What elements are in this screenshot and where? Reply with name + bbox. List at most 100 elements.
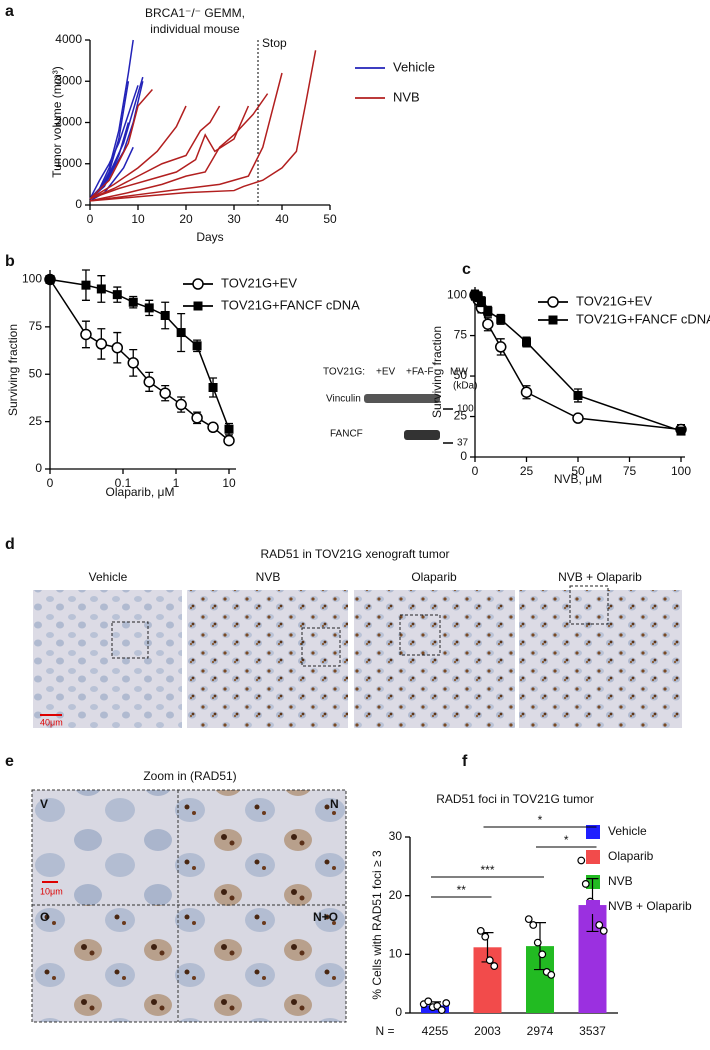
- data-point: [595, 921, 604, 929]
- blot-label: 37: [457, 438, 469, 449]
- marker: [160, 310, 170, 320]
- marker: [81, 280, 91, 290]
- panel-label: d: [5, 536, 15, 553]
- marker: [192, 278, 204, 290]
- quadrant-label: V: [40, 797, 48, 811]
- n-label: 2003: [474, 1024, 501, 1038]
- chart-title: individual mouse: [150, 22, 240, 36]
- legend-label: TOV21G+FANCF cDNA: [576, 311, 710, 326]
- tumor-curve: [89, 72, 283, 202]
- y-tick-label: 10: [389, 947, 403, 961]
- y-tick-label: 75: [29, 319, 43, 333]
- data-point: [485, 956, 494, 965]
- data-point: [490, 962, 499, 970]
- tumor-curve: [89, 50, 317, 202]
- marker: [45, 274, 55, 284]
- y-tick-label: 4000: [55, 32, 82, 46]
- blot-label: Vinculin: [326, 394, 361, 405]
- data-point: [424, 997, 433, 1006]
- tumor-curve: [89, 105, 221, 200]
- legend-label: TOV21G+EV: [221, 275, 297, 290]
- data-point: [442, 999, 451, 1007]
- y-axis-label: % Cells with RAD51 foci ≥ 3: [370, 850, 384, 1000]
- x-tick-label: 10: [222, 476, 236, 490]
- x-tick-label: 50: [571, 464, 585, 478]
- marker: [144, 303, 154, 313]
- micrograph: [187, 590, 348, 728]
- marker: [176, 328, 186, 338]
- y-tick-label: 2000: [55, 115, 82, 129]
- panel-label: f: [462, 753, 468, 770]
- y-tick-label: 30: [389, 829, 403, 843]
- marker: [143, 376, 155, 388]
- micrographs: [33, 585, 682, 728]
- frame: [31, 789, 347, 1023]
- blot-label: TOV21G:: [323, 367, 365, 378]
- marker: [473, 292, 483, 302]
- significance-label: *: [538, 813, 543, 827]
- x-axis-label: NVB, μM: [554, 472, 602, 486]
- marker: [112, 290, 122, 300]
- marker: [482, 318, 494, 330]
- zoom-box: [399, 614, 441, 656]
- tumor-curve: [89, 105, 250, 200]
- data-point: [581, 880, 590, 888]
- data-point: [577, 856, 586, 865]
- chart-title: RAD51 foci in TOV21G tumor: [436, 792, 594, 806]
- y-tick-label: 100: [447, 287, 467, 301]
- marker: [193, 301, 203, 311]
- x-tick-label: 30: [227, 212, 241, 226]
- significance-label: ***: [480, 863, 494, 877]
- legend-swatch: [586, 825, 600, 839]
- x-tick-label: 25: [520, 464, 534, 478]
- data-point: [476, 926, 485, 935]
- marker: [127, 357, 139, 369]
- y-tick-label: 75: [454, 328, 468, 342]
- band: [364, 394, 440, 403]
- x-tick-label: 1: [173, 476, 180, 490]
- legend-label: Vehicle: [393, 59, 435, 74]
- marker: [496, 314, 506, 324]
- n-title: N =: [375, 1024, 394, 1038]
- marker: [80, 328, 92, 341]
- quadrant-label: O: [40, 910, 49, 924]
- marker: [191, 412, 203, 424]
- band: [404, 430, 440, 440]
- x-tick-label: 100: [671, 464, 691, 478]
- zoom-images: [31, 789, 347, 1023]
- legend-label: TOV21G+FANCF cDNA: [221, 297, 360, 312]
- marker: [495, 341, 507, 353]
- quadrant-label: N+O: [313, 910, 338, 924]
- panel-label: c: [462, 261, 471, 278]
- tumor-curve: [89, 89, 153, 200]
- legend-swatch: [586, 900, 600, 914]
- y-tick-label: 0: [35, 461, 42, 475]
- marker: [159, 387, 171, 399]
- y-tick-label: 20: [389, 888, 403, 902]
- micrograph: [32, 790, 178, 905]
- x-tick-label: 0: [87, 212, 94, 226]
- marker: [520, 386, 533, 398]
- y-tick-label: 50: [29, 366, 43, 380]
- n-label: 2974: [527, 1024, 554, 1038]
- tumor-curve: [89, 105, 187, 200]
- marker: [572, 412, 584, 424]
- data-point: [599, 926, 608, 935]
- x-tick-label: 75: [623, 464, 637, 478]
- scale-label: 40μm: [40, 717, 63, 727]
- marker: [224, 424, 234, 434]
- marker: [547, 296, 559, 308]
- y-tick-label: 3000: [55, 73, 82, 87]
- image-label: NVB + Olaparib: [558, 570, 642, 584]
- marker: [522, 337, 531, 347]
- y-tick-label: 50: [454, 368, 468, 382]
- micrograph: [32, 905, 178, 1022]
- y-tick-label: 25: [454, 409, 468, 423]
- marker: [548, 315, 558, 325]
- marker: [676, 426, 686, 436]
- y-tick-label: 0: [395, 1005, 402, 1019]
- image-label: Vehicle: [89, 570, 128, 584]
- blot-label: +EV: [376, 367, 396, 378]
- marker: [483, 306, 493, 316]
